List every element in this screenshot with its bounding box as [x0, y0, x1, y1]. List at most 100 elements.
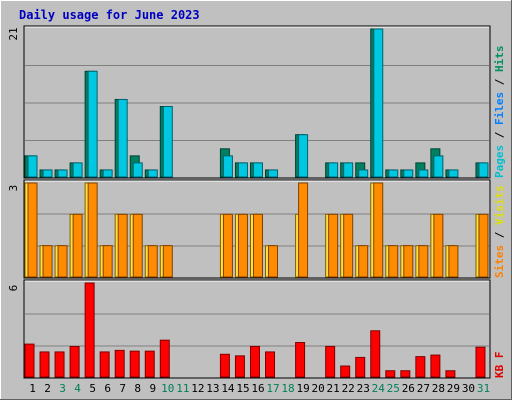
chart-title: Daily usage for June 2023	[19, 8, 200, 22]
bar	[478, 213, 489, 278]
bar	[448, 169, 459, 178]
bar	[57, 169, 68, 178]
series-kb-f	[24, 282, 486, 378]
bar	[403, 169, 414, 178]
bar	[102, 169, 113, 178]
x-tick-label: 29	[447, 382, 460, 395]
x-tick-label: 30	[462, 382, 475, 395]
bar	[84, 282, 95, 378]
bar	[132, 213, 143, 278]
bar	[403, 245, 414, 278]
bar	[42, 245, 53, 278]
bar	[87, 70, 98, 178]
bar	[249, 345, 260, 378]
bar	[448, 245, 459, 278]
bar	[252, 162, 263, 178]
bar	[340, 365, 351, 378]
bar	[39, 351, 50, 378]
bar	[433, 155, 444, 178]
x-tick-label: 21	[327, 382, 340, 395]
y-max-label: 3	[7, 185, 20, 192]
bar	[388, 245, 399, 278]
bar	[252, 213, 263, 278]
bar	[147, 169, 158, 178]
bar	[24, 343, 35, 378]
bar	[325, 345, 336, 378]
x-tick-label: 7	[119, 382, 126, 395]
bar	[433, 213, 444, 278]
bar	[328, 162, 339, 178]
x-tick-label: 28	[432, 382, 445, 395]
bar	[27, 155, 38, 178]
x-tick-label: 10	[161, 382, 174, 395]
x-tick-label: 3	[59, 382, 66, 395]
bar	[27, 182, 38, 278]
bar	[222, 213, 233, 278]
x-tick-label: 1	[29, 382, 36, 395]
x-tick-label: 23	[357, 382, 370, 395]
x-tick-label: 9	[149, 382, 156, 395]
bar	[234, 355, 245, 378]
bar	[42, 169, 53, 178]
bar	[415, 356, 426, 378]
bar	[87, 182, 98, 278]
bar	[219, 353, 230, 378]
x-tick-label: 26	[402, 382, 415, 395]
bar	[385, 370, 396, 378]
bar	[57, 245, 68, 278]
bar	[222, 155, 233, 178]
bar	[117, 213, 128, 278]
x-tick-label: 15	[236, 382, 249, 395]
legend-part: Pages	[493, 145, 506, 178]
x-tick-label: 18	[281, 382, 294, 395]
series-legend-middle: Sites / Visits	[493, 185, 506, 278]
x-tick-label: 14	[221, 382, 235, 395]
legend-part: /	[493, 72, 506, 92]
x-tick-label: 19	[296, 382, 309, 395]
bar	[99, 351, 110, 378]
x-tick-label: 31	[477, 382, 490, 395]
x-tick-label: 24	[372, 382, 386, 395]
bar	[298, 134, 309, 178]
series-files	[27, 28, 489, 178]
bar	[478, 162, 489, 178]
bar	[355, 356, 366, 378]
bar	[114, 349, 125, 378]
bar	[265, 351, 276, 378]
series-legend-top: Pages / Files / Hits	[493, 46, 506, 179]
x-tick-label: 22	[342, 382, 355, 395]
legend-part: Hits	[493, 46, 506, 73]
bar	[69, 345, 80, 378]
legend-part: Files	[493, 92, 506, 125]
bar	[418, 169, 429, 178]
bar	[298, 182, 309, 278]
panel-middle: 3 Sites / Visits	[7, 179, 506, 279]
bar	[117, 98, 128, 178]
bar	[418, 245, 429, 278]
bar	[162, 245, 173, 278]
bar	[430, 354, 441, 378]
legend-part: /	[493, 225, 506, 245]
bar	[54, 351, 65, 378]
bar	[102, 245, 113, 278]
bar	[132, 162, 143, 178]
bar	[388, 169, 399, 178]
series-legend-bottom: KB F	[493, 352, 506, 379]
bar	[268, 169, 279, 178]
bar	[370, 330, 381, 378]
panel-bottom: 6 KB F	[7, 279, 506, 379]
chart-panels: 21 Pages / Files / Hits 3 Sites / Visits 6 KB…	[7, 25, 506, 379]
bar	[144, 350, 155, 378]
bar	[159, 339, 170, 378]
x-axis-day-labels: 1 2 3 4 5 6 7 8 9 10 11 12 13 14 15 16 17 18 19 20 21 22 23 24 2…	[29, 382, 490, 395]
x-tick-label: 16	[251, 382, 264, 395]
x-tick-label: 4	[74, 382, 81, 395]
bar	[343, 213, 354, 278]
bar	[72, 213, 83, 278]
x-tick-label: 5	[89, 382, 96, 395]
x-tick-label: 11	[176, 382, 189, 395]
bar	[400, 370, 411, 378]
x-tick-label: 20	[312, 382, 325, 395]
